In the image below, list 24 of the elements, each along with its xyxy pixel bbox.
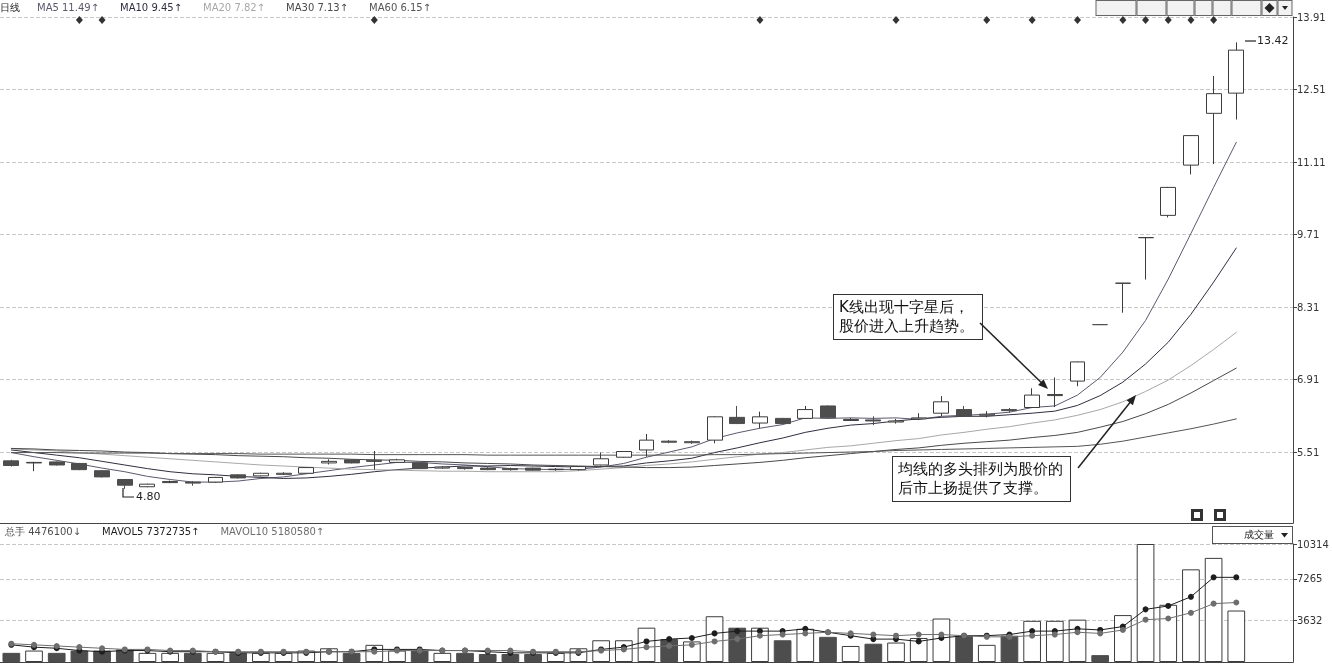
- y-tick-label: 10314: [1297, 538, 1329, 550]
- y-tick-label: 3632: [1297, 614, 1323, 626]
- text: MA10 9.45↑: [120, 1, 183, 13]
- text: 总手 4476100↓: [4, 525, 82, 537]
- y-tick-label: 11.11: [1297, 156, 1326, 168]
- text: 13.42: [1257, 34, 1289, 47]
- y-tick-label: 6.91: [1297, 374, 1320, 386]
- chart-title: 日线: [0, 1, 20, 13]
- text: MAVOL5 7372735↑: [102, 525, 200, 537]
- y-tick-label: 9.71: [1297, 229, 1320, 241]
- annotation: 4.80: [136, 490, 161, 503]
- y-tick-label: 7265: [1297, 573, 1323, 585]
- text: MAVOL10 5180580↑: [220, 525, 325, 537]
- text: MA60 6.15↑: [369, 1, 432, 13]
- y-tick-label: 5.51: [1297, 446, 1320, 458]
- text: MA5 11.49↑: [37, 1, 100, 13]
- annotation: K线出现十字星后，股价进入上升趋势。: [833, 294, 983, 340]
- y-tick-label: 8.31: [1297, 301, 1320, 313]
- annotation: 均线的多头排列为股价的后市上扬提供了支撑。: [892, 456, 1071, 502]
- y-tick-label: 13.91: [1297, 11, 1326, 23]
- text: MA20 7.82↑: [203, 1, 266, 13]
- chart-title: 成交量: [1244, 528, 1274, 540]
- text: MA30 7.13↑: [286, 1, 349, 13]
- y-tick-label: 12.51: [1297, 84, 1326, 96]
